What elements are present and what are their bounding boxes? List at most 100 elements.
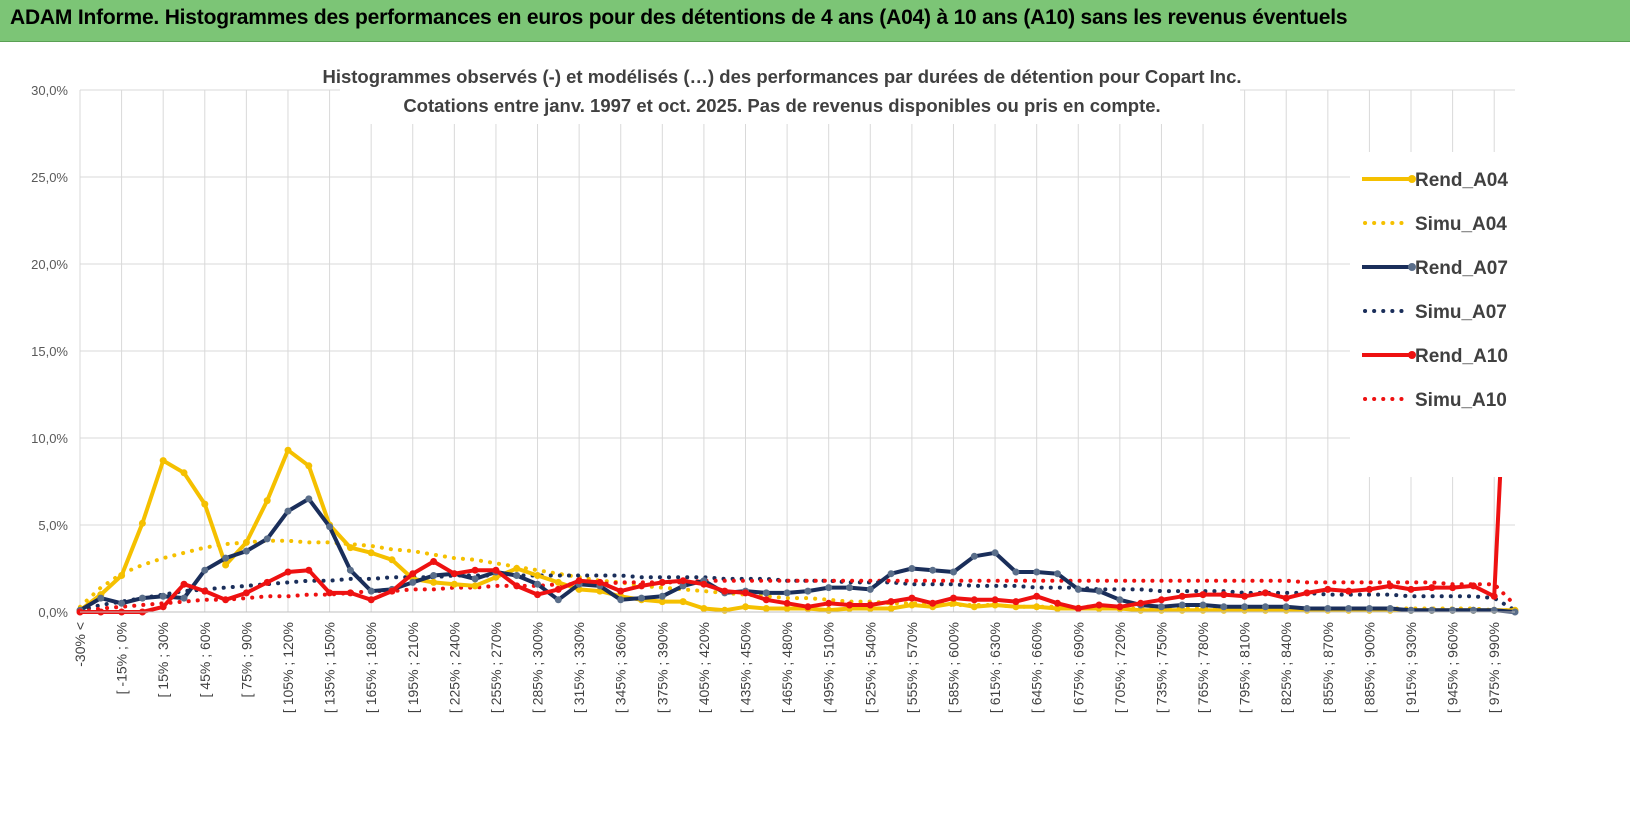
data-point-rend-a04: [1012, 603, 1020, 611]
x-tick-label: [ 915% ; 930%: [1403, 622, 1419, 713]
x-tick-label: [ 795% ; 810%: [1237, 622, 1253, 713]
data-point-rend-a10: [430, 558, 438, 565]
data-point-rend-a10: [1282, 594, 1290, 602]
legend-item-simu-a10: Simu_A10: [1363, 390, 1507, 411]
legend-label: Simu_A07: [1415, 302, 1507, 323]
data-point-rend-a04: [492, 573, 500, 581]
x-tick-label: [ 435% ; 450%: [738, 622, 754, 713]
data-point-rend-a07: [305, 495, 313, 503]
data-point-rend-a10: [762, 596, 770, 604]
x-tick-label: [ 195% ; 210%: [405, 622, 421, 713]
data-point-rend-a07: [1449, 606, 1457, 614]
data-point-rend-a10: [534, 591, 541, 599]
data-point-rend-a07: [1199, 601, 1207, 609]
data-point-rend-a07: [1261, 603, 1269, 611]
data-point-rend-a10: [617, 587, 625, 595]
data-point-rend-a07: [159, 592, 167, 600]
data-point-rend-a07: [284, 507, 292, 515]
x-tick-label: [ 735% ; 750%: [1153, 622, 1169, 713]
x-tick-label: [ 15% ; 30%: [155, 622, 171, 698]
data-point-rend-a07: [679, 582, 687, 590]
legend-item-simu-a07: Simu_A07: [1363, 302, 1507, 323]
report-title: ADAM Informe. Histogrammes des performan…: [10, 6, 1348, 29]
series-simu-a10: [78, 578, 1517, 614]
data-point-rend-a07: [783, 589, 791, 597]
x-tick-label: [ 705% ; 720%: [1112, 622, 1128, 713]
y-tick-label: 15,0%: [31, 344, 68, 359]
report-banner: ADAM Informe. Histogrammes des performan…: [0, 0, 1630, 42]
data-point-rend-a10: [679, 577, 687, 585]
chart-title: Histogrammes observés (-) et modélisés (…: [322, 66, 1241, 87]
data-point-rend-a04: [263, 497, 271, 505]
y-tick-label: 10,0%: [31, 431, 68, 446]
data-point-rend-a04: [367, 549, 375, 557]
data-point-rend-a10: [492, 566, 500, 574]
x-tick-label: [ 525% ; 540%: [862, 622, 878, 713]
data-point-rend-a10: [1449, 584, 1457, 592]
data-point-rend-a07: [1345, 605, 1353, 612]
legend-marker: [1408, 175, 1416, 183]
data-point-rend-a07: [929, 566, 937, 574]
series-line-rend-a10: [80, 173, 1517, 614]
data-point-rend-a07: [180, 594, 188, 602]
series-simu-a04: [78, 538, 1517, 613]
data-point-rend-a10: [554, 585, 562, 593]
x-tick-label: [ 225% ; 240%: [446, 622, 462, 713]
x-tick-label: [ 675% ; 690%: [1070, 622, 1086, 713]
data-point-rend-a07: [326, 523, 334, 531]
data-point-rend-a04: [450, 580, 458, 588]
data-point-rend-a07: [1095, 587, 1103, 595]
data-point-rend-a07: [534, 580, 541, 588]
data-point-rend-a07: [201, 566, 209, 574]
data-point-rend-a10: [513, 582, 521, 590]
legend-label: Rend_A04: [1415, 170, 1508, 191]
title-background: [340, 60, 1240, 124]
data-point-rend-a10: [471, 566, 479, 574]
data-point-rend-a07: [950, 568, 957, 576]
data-point-rend-a10: [284, 568, 292, 576]
data-point-rend-a07: [1303, 605, 1311, 612]
data-point-rend-a07: [242, 547, 250, 555]
y-tick-label: 0,0%: [38, 605, 68, 620]
data-point-rend-a07: [138, 594, 146, 602]
data-point-rend-a07: [887, 570, 895, 578]
data-point-rend-a10: [700, 580, 708, 588]
data-point-rend-a07: [1054, 570, 1061, 578]
legend-label: Simu_A04: [1415, 214, 1507, 235]
legend-item-simu-a04: Simu_A04: [1363, 214, 1507, 235]
data-point-rend-a07: [1012, 568, 1020, 576]
data-point-rend-a10: [825, 599, 833, 607]
data-point-rend-a10: [180, 580, 188, 588]
data-point-rend-a07: [409, 578, 417, 586]
data-point-rend-a04: [180, 469, 188, 477]
data-point-rend-a10: [1386, 582, 1394, 590]
data-point-rend-a07: [1116, 596, 1124, 604]
data-point-rend-a07: [346, 566, 354, 574]
data-point-rend-a07: [1365, 605, 1373, 612]
data-point-rend-a10: [159, 603, 167, 611]
data-point-rend-a10: [1178, 592, 1186, 600]
y-tick-label: 5,0%: [38, 518, 68, 533]
data-point-rend-a10: [721, 587, 729, 595]
data-point-rend-a04: [513, 565, 521, 572]
data-point-rend-a04: [721, 606, 729, 614]
data-point-rend-a07: [1074, 585, 1082, 593]
data-point-rend-a04: [887, 605, 895, 612]
data-point-rend-a10: [305, 566, 313, 574]
data-point-rend-a07: [991, 549, 999, 557]
x-tick-label: [ 285% ; 300%: [530, 622, 546, 713]
data-point-rend-a07: [263, 535, 271, 543]
data-point-rend-a10: [1116, 603, 1124, 611]
y-tick-label: 30,0%: [31, 83, 68, 98]
y-tick-label: 20,0%: [31, 257, 68, 272]
data-point-rend-a04: [762, 605, 770, 612]
data-point-rend-a10: [908, 594, 916, 602]
data-point-rend-a10: [1137, 599, 1145, 607]
data-point-rend-a07: [471, 575, 479, 583]
histogram-chart: 0,0% 5,0% 10,0% 15,0% 20,0% 25,0% 30,0% -30% < […: [31, 60, 1520, 713]
x-tick-label: [ 135% ; 150%: [322, 622, 338, 713]
data-point-rend-a04: [554, 578, 562, 586]
x-tick-label: [ 645% ; 660%: [1029, 622, 1045, 713]
data-point-rend-a04: [1054, 605, 1061, 612]
data-point-rend-a07: [804, 587, 812, 595]
